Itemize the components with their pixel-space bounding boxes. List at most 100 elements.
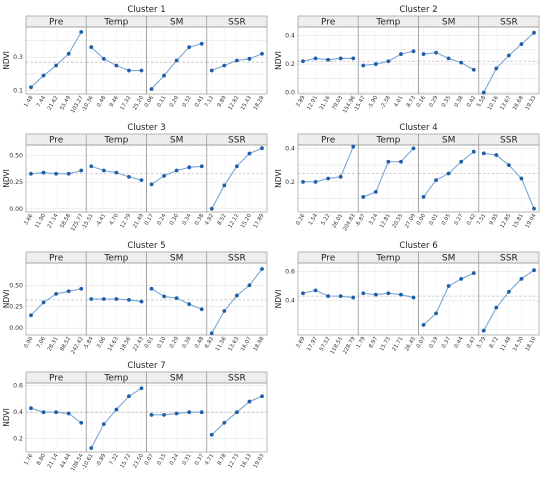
data-point	[209, 68, 214, 73]
data-point	[127, 175, 131, 179]
data-point	[162, 412, 166, 417]
x-tick-label: 21.14	[47, 453, 60, 470]
facet-label: Temp	[103, 136, 128, 146]
x-tick-label: 3.06	[96, 336, 107, 350]
data-point	[29, 313, 33, 318]
facet-sm: SM 0.07 0.19 0.37 0.44 0.47	[416, 251, 480, 350]
data-point	[41, 170, 46, 175]
data-point	[29, 406, 33, 411]
facet-label: Temp	[375, 18, 400, 28]
data-point	[260, 146, 264, 151]
x-tick-label: 12.82	[227, 95, 240, 111]
data-point	[127, 394, 131, 399]
facet-label: SSR	[228, 136, 246, 146]
data-point	[139, 178, 144, 182]
x-tick-label: 8.73	[406, 95, 417, 108]
facet-label: SM	[442, 18, 455, 28]
x-tick-label: 0.32	[182, 95, 193, 108]
facet-ssr: SSR 5.79 8.72 11.48 14.30 18.10	[476, 251, 540, 353]
data-point	[149, 182, 154, 187]
x-tick-label: 10.16	[487, 95, 500, 112]
facet-label: SM	[170, 374, 183, 384]
data-point	[89, 297, 94, 301]
data-point	[519, 176, 524, 181]
y-tick-label: 0.0	[285, 90, 295, 97]
x-tick-label: 7.06	[36, 336, 47, 350]
y-axis-label: NDVI	[2, 169, 11, 188]
data-point	[89, 446, 94, 450]
x-tick-label: 21.62	[47, 95, 60, 111]
facet-frame	[478, 262, 540, 336]
facet-label: SSR	[500, 18, 518, 28]
data-point	[101, 422, 106, 427]
x-tick-label: 27.09	[404, 213, 417, 230]
x-tick-label: 0.01	[144, 336, 155, 349]
data-point	[54, 171, 59, 176]
facet-label: SM	[170, 136, 183, 146]
x-tick-label: -2.38	[380, 95, 392, 111]
facet-sm: SM 0.00 0.01 0.05 0.27 0.42	[416, 133, 480, 227]
x-tick-label: 17.89	[253, 213, 266, 230]
facet-label: SM	[442, 254, 455, 264]
x-tick-label: 11.48	[499, 336, 512, 353]
x-tick-label: 0.26	[295, 213, 306, 227]
x-tick-label: 3.89	[295, 95, 306, 109]
data-point	[41, 300, 46, 305]
data-point	[114, 297, 119, 301]
y-tick-label: 0.50	[9, 282, 23, 289]
y-axis-label: NDVI	[2, 290, 11, 309]
data-point	[101, 56, 106, 61]
y-tick-label: 0.6	[13, 383, 23, 390]
cluster-title: Cluster 4	[399, 123, 437, 133]
x-tick-label: 242.42	[70, 336, 85, 355]
x-tick-label: 16.13	[240, 453, 253, 469]
x-tick-label: 79.03	[331, 95, 344, 111]
x-tick-label: 0.39	[182, 336, 193, 350]
x-tick-label: 15.20	[240, 213, 253, 230]
facet-label: SSR	[500, 136, 518, 146]
x-tick-label: -5.90	[367, 95, 379, 111]
x-tick-label: 9.89	[217, 95, 228, 109]
x-tick-label: 1.76	[23, 453, 34, 467]
x-tick-label: 7.44	[36, 95, 47, 109]
data-point	[361, 63, 366, 68]
x-tick-label: 19.33	[525, 95, 538, 111]
x-tick-label: 5.22	[320, 213, 331, 226]
x-tick-label: 0.00	[416, 213, 427, 227]
x-tick-label: 20.55	[392, 213, 405, 229]
data-point	[247, 56, 252, 61]
data-point	[411, 49, 416, 54]
facet-sm: SM 0.01 0.10 0.29 0.39 0.48	[144, 251, 208, 350]
x-tick-label: 13.63	[227, 336, 240, 352]
x-tick-label: 0.48	[194, 336, 205, 350]
data-point	[234, 58, 239, 63]
facet-frame	[478, 144, 540, 213]
data-point	[434, 311, 438, 316]
data-point	[373, 62, 378, 66]
x-tick-label: 0.44	[454, 336, 465, 350]
x-tick-label: 15.75	[379, 336, 392, 352]
data-point	[101, 297, 106, 301]
x-tick-label: 0.48	[96, 95, 107, 109]
data-point	[421, 52, 426, 56]
data-point	[127, 297, 131, 302]
x-tick-label: 0.19	[428, 336, 439, 350]
cluster-title: Cluster 7	[127, 361, 165, 371]
x-tick-label: 4.71	[204, 453, 215, 466]
facet-sm: SM 0.16 0.29 0.35 0.38 0.42	[416, 15, 480, 108]
data-point	[209, 432, 214, 437]
data-point	[351, 56, 356, 61]
data-point	[187, 45, 192, 49]
x-tick-label: 0.10	[156, 336, 167, 350]
x-tick-label: 0.27	[454, 213, 465, 226]
facet-temp: Temp-10.36 0.48 9.46 17.32 25.20	[81, 15, 147, 113]
facet-label: Pre	[321, 254, 336, 264]
x-tick-label: -5.84	[83, 336, 95, 352]
x-tick-label: 0.31	[182, 453, 193, 466]
data-point	[149, 87, 154, 91]
data-point	[373, 292, 378, 297]
data-point	[222, 420, 227, 425]
